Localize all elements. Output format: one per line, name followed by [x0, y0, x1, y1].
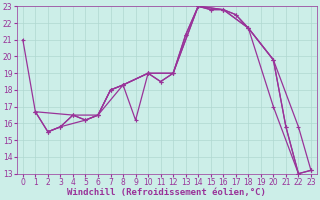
X-axis label: Windchill (Refroidissement éolien,°C): Windchill (Refroidissement éolien,°C) — [68, 188, 266, 197]
